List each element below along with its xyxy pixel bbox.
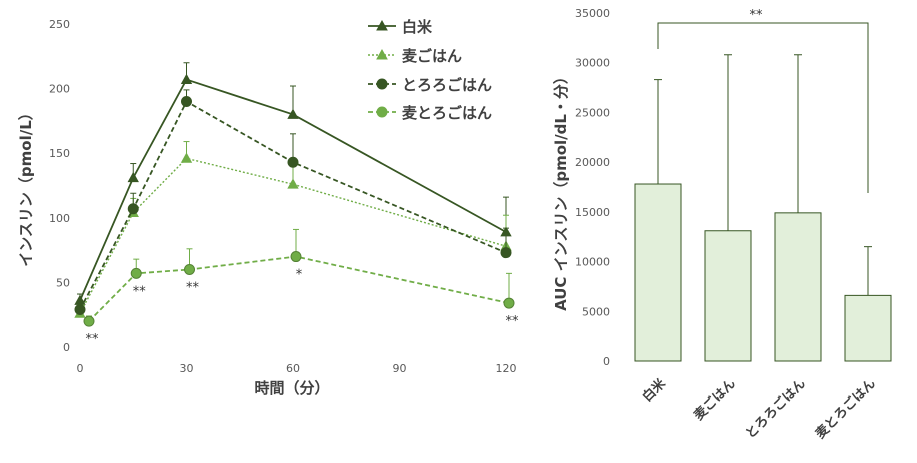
legend-marker bbox=[376, 106, 388, 118]
data-point bbox=[181, 96, 192, 108]
legend-label: 白米 bbox=[402, 18, 433, 36]
bar-category-label: 麦ごはん bbox=[691, 376, 739, 424]
x-tick-label: 120 bbox=[496, 362, 517, 375]
y-tick-label: 250 bbox=[49, 18, 70, 31]
data-point bbox=[74, 304, 86, 316]
data-point bbox=[503, 297, 515, 309]
series-line bbox=[79, 157, 507, 314]
data-point bbox=[184, 263, 195, 275]
significance-mark: * bbox=[296, 268, 303, 283]
bar-y-tick-label: 0 bbox=[603, 355, 610, 368]
x-tick-label: 60 bbox=[286, 362, 300, 375]
x-axis-title: 時間（分） bbox=[254, 379, 329, 397]
legend-label: 麦ごはん bbox=[402, 47, 462, 65]
significance-mark: ** bbox=[133, 284, 147, 299]
data-point bbox=[180, 152, 193, 163]
bar-y-tick-label: 15000 bbox=[575, 206, 610, 219]
data-point bbox=[287, 178, 299, 189]
data-point bbox=[287, 156, 299, 168]
data-point bbox=[130, 267, 142, 279]
y-tick-label: 100 bbox=[49, 212, 70, 225]
data-point bbox=[500, 247, 512, 259]
bar-y-tick-label: 35000 bbox=[575, 7, 610, 20]
bar bbox=[704, 230, 752, 362]
bar-y-tick-label: 10000 bbox=[575, 256, 610, 269]
bar bbox=[774, 212, 822, 362]
bar-significance-mark: ** bbox=[750, 8, 764, 23]
bar bbox=[634, 183, 682, 362]
x-tick-label: 90 bbox=[393, 362, 407, 375]
significance-mark: ** bbox=[86, 332, 100, 347]
y-tick-label: 200 bbox=[49, 83, 70, 96]
series-line bbox=[79, 100, 507, 310]
bar-y-tick-label: 20000 bbox=[575, 156, 610, 169]
bar-y-axis-title: AUC インスリン（pmol/dL・分） bbox=[552, 69, 570, 311]
bar-category-label: 白米 bbox=[639, 375, 669, 405]
data-point bbox=[180, 73, 193, 84]
bar bbox=[844, 294, 892, 362]
data-point bbox=[127, 203, 139, 215]
bar-y-tick-label: 25000 bbox=[575, 106, 610, 119]
legend-marker bbox=[376, 48, 388, 60]
legend-label: 麦とろごはん bbox=[402, 104, 492, 122]
bar-category-label: 麦とろごはん bbox=[812, 376, 878, 442]
series-line bbox=[88, 255, 510, 322]
bar-y-tick-label: 30000 bbox=[575, 57, 610, 70]
legend-marker bbox=[376, 78, 388, 90]
legend-label: とろろごはん bbox=[402, 76, 492, 94]
bar-y-tick-label: 5000 bbox=[582, 305, 610, 318]
data-point bbox=[83, 315, 95, 327]
significance-bracket bbox=[657, 22, 869, 193]
legend-marker bbox=[376, 19, 388, 31]
x-tick-label: 30 bbox=[180, 362, 194, 375]
data-point bbox=[127, 171, 139, 183]
y-tick-label: 0 bbox=[63, 341, 70, 354]
x-tick-label: 0 bbox=[77, 362, 84, 375]
significance-mark: ** bbox=[506, 314, 520, 329]
data-point bbox=[290, 251, 302, 263]
y-tick-label: 50 bbox=[56, 276, 70, 289]
significance-mark: ** bbox=[186, 280, 200, 295]
data-point bbox=[287, 108, 299, 119]
bar-category-label: とろろごはん bbox=[742, 376, 808, 442]
y-tick-label: 150 bbox=[49, 147, 70, 160]
y-axis-title: インスリン（pmol/L） bbox=[17, 105, 35, 267]
